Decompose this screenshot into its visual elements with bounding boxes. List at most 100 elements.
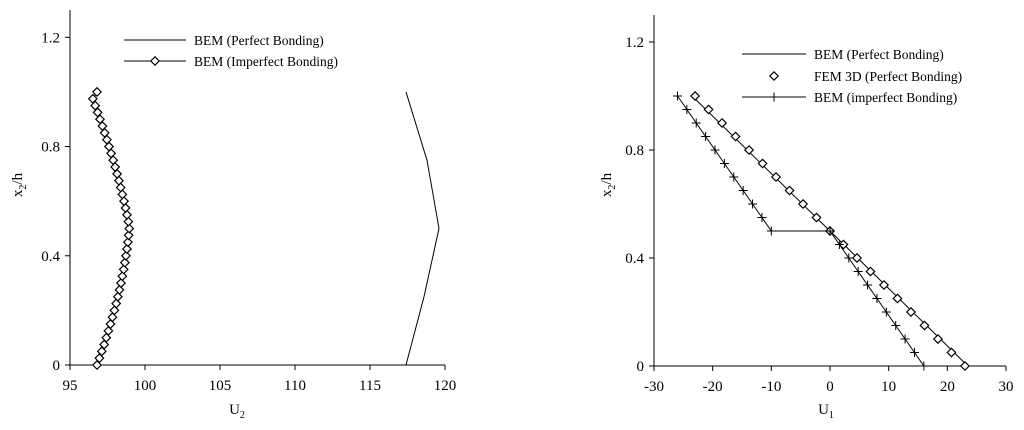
data-point [111, 298, 122, 309]
data-point [738, 186, 748, 195]
x-tick-label: 30 [999, 379, 1014, 395]
series-1 [405, 91, 440, 366]
legend-marker [769, 92, 779, 102]
series-2 [690, 90, 970, 372]
data-point [748, 199, 758, 209]
y-tick-label: 0.8 [625, 143, 644, 159]
y-axis-title: x2/h [10, 172, 29, 197]
data-point [120, 250, 131, 261]
x-axis-title-main: U [229, 402, 240, 418]
y-tick-label: 1.2 [625, 35, 644, 51]
data-point [743, 144, 755, 156]
y-axis-title-tail: /h [10, 172, 26, 184]
x-tick-label: 95 [63, 378, 78, 394]
legend-entry-1: BEM (Perfect Bonding) [742, 47, 944, 62]
y-axis-title-sub: 2 [607, 185, 618, 190]
data-point [115, 278, 127, 289]
y-tick-label: 0 [53, 358, 61, 374]
data-point [119, 257, 130, 268]
data-point [878, 279, 890, 291]
x-tick-label: 115 [359, 378, 381, 394]
x-tick-label: 100 [134, 378, 157, 394]
data-point [124, 223, 135, 234]
legend-label: BEM (imperfect Bonding) [814, 90, 957, 105]
data-point [853, 267, 863, 276]
data-point [122, 237, 133, 248]
legend-label: BEM (Perfect Bonding) [814, 47, 944, 62]
x-axis-title: U1 [818, 402, 834, 421]
data-point [703, 104, 714, 115]
data-point [717, 117, 728, 129]
x-tick-label: -30 [644, 379, 664, 395]
data-point [757, 158, 768, 169]
x-tick-label: 110 [284, 378, 306, 394]
data-point [905, 306, 917, 318]
y-tick-label: 1.2 [41, 30, 60, 46]
data-point [682, 105, 692, 114]
data-point [730, 131, 741, 142]
y-tick-label: 0.4 [625, 251, 644, 267]
legend-label: BEM (Imperfect Bonding) [194, 54, 338, 69]
x-tick-label: 20 [940, 379, 955, 395]
data-point [825, 226, 835, 236]
data-point [865, 266, 876, 277]
data-point [121, 209, 133, 220]
data-point [106, 148, 117, 159]
data-point [863, 280, 873, 290]
x-tick-label: -10 [761, 379, 781, 395]
data-point [892, 293, 903, 304]
data-point [691, 118, 701, 128]
legend-entry-2: BEM (Imperfect Bonding) [124, 54, 338, 69]
data-point [123, 230, 134, 241]
data-point [690, 90, 701, 102]
chart-right: -30 -20 -10 0 10 20 30 0 0.4 0.8 1.2 U1 x2/h BEM (Per… [599, 15, 1014, 421]
y-axis-title-sub: 2 [18, 185, 29, 190]
series-3 [672, 91, 929, 371]
data-point [118, 196, 130, 207]
data-point [872, 294, 882, 303]
data-point [919, 320, 930, 331]
data-point [672, 91, 682, 101]
data-point [919, 361, 929, 371]
data-point [891, 321, 901, 330]
x-tick-label: 0 [826, 379, 834, 395]
legend-entry-3: BEM (imperfect Bonding) [742, 90, 957, 105]
data-point [797, 198, 809, 210]
data-point [107, 312, 118, 323]
data-point [881, 307, 891, 317]
data-point [114, 284, 125, 295]
data-point [112, 291, 123, 302]
data-point [97, 121, 108, 132]
data-point [120, 202, 131, 214]
legend-label: BEM (Perfect Bonding) [194, 33, 324, 48]
y-axis-title-main: x [10, 189, 26, 197]
y-tick-label: 0.4 [41, 249, 60, 265]
data-point [121, 243, 133, 254]
data-point [710, 145, 720, 155]
x-tick-label: 105 [209, 378, 232, 394]
y-tick-label: 0.8 [41, 140, 60, 156]
data-point [115, 182, 126, 193]
data-point [123, 216, 134, 227]
data-point [932, 333, 943, 345]
data-point [729, 172, 739, 182]
data-point [946, 347, 957, 358]
x-axis-title: U2 [229, 402, 245, 421]
series-2 [87, 86, 135, 371]
y-axis-title: x2/h [599, 172, 618, 197]
data-point [784, 185, 795, 196]
x-tick-label: 120 [434, 378, 457, 394]
data-point [701, 132, 711, 141]
y-tick-label: 0 [637, 359, 645, 375]
data-point [770, 171, 782, 183]
x-axis-title-sub: 1 [829, 410, 834, 421]
legend-label: FEM 3D (Perfect Bonding) [814, 69, 962, 84]
data-point [117, 271, 128, 282]
data-point [909, 348, 919, 357]
series-line [405, 91, 440, 366]
data-point [118, 264, 129, 275]
data-point [834, 240, 844, 249]
data-point [87, 93, 98, 104]
